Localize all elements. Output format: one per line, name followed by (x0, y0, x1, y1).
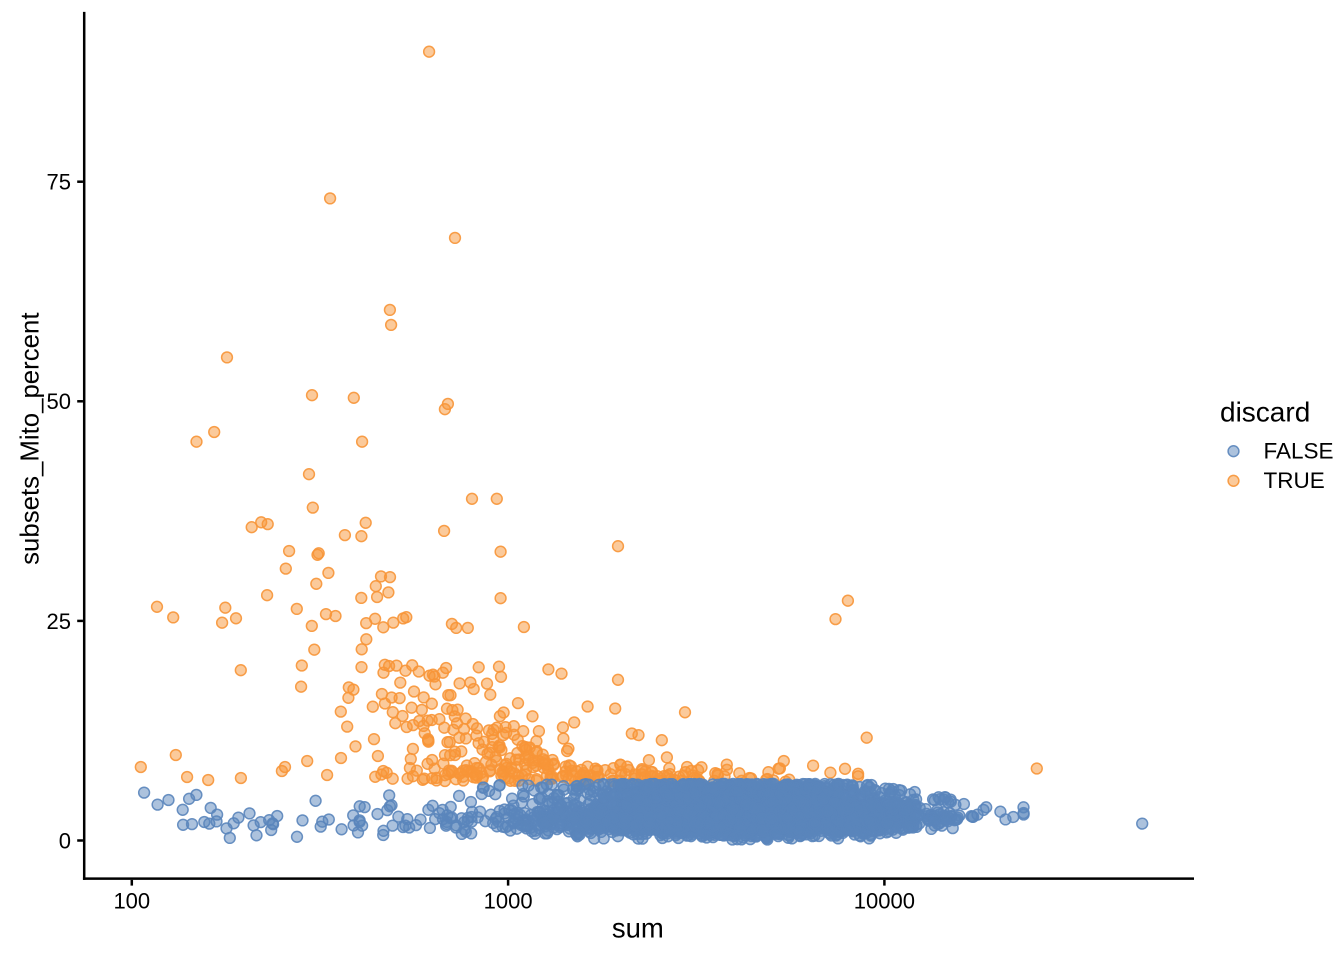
svg-text:discard: discard (1220, 397, 1310, 428)
svg-text:100: 100 (113, 888, 150, 913)
svg-text:50: 50 (47, 389, 71, 414)
svg-text:75: 75 (47, 170, 71, 195)
svg-text:FALSE: FALSE (1264, 439, 1334, 464)
svg-text:sum: sum (612, 913, 664, 944)
svg-text:1000: 1000 (484, 888, 533, 913)
svg-text:0: 0 (59, 828, 71, 853)
svg-text:TRUE: TRUE (1264, 468, 1325, 493)
svg-text:25: 25 (47, 609, 71, 634)
svg-text:10000: 10000 (854, 888, 915, 913)
svg-text:subsets_Mito_percent: subsets_Mito_percent (16, 313, 44, 565)
